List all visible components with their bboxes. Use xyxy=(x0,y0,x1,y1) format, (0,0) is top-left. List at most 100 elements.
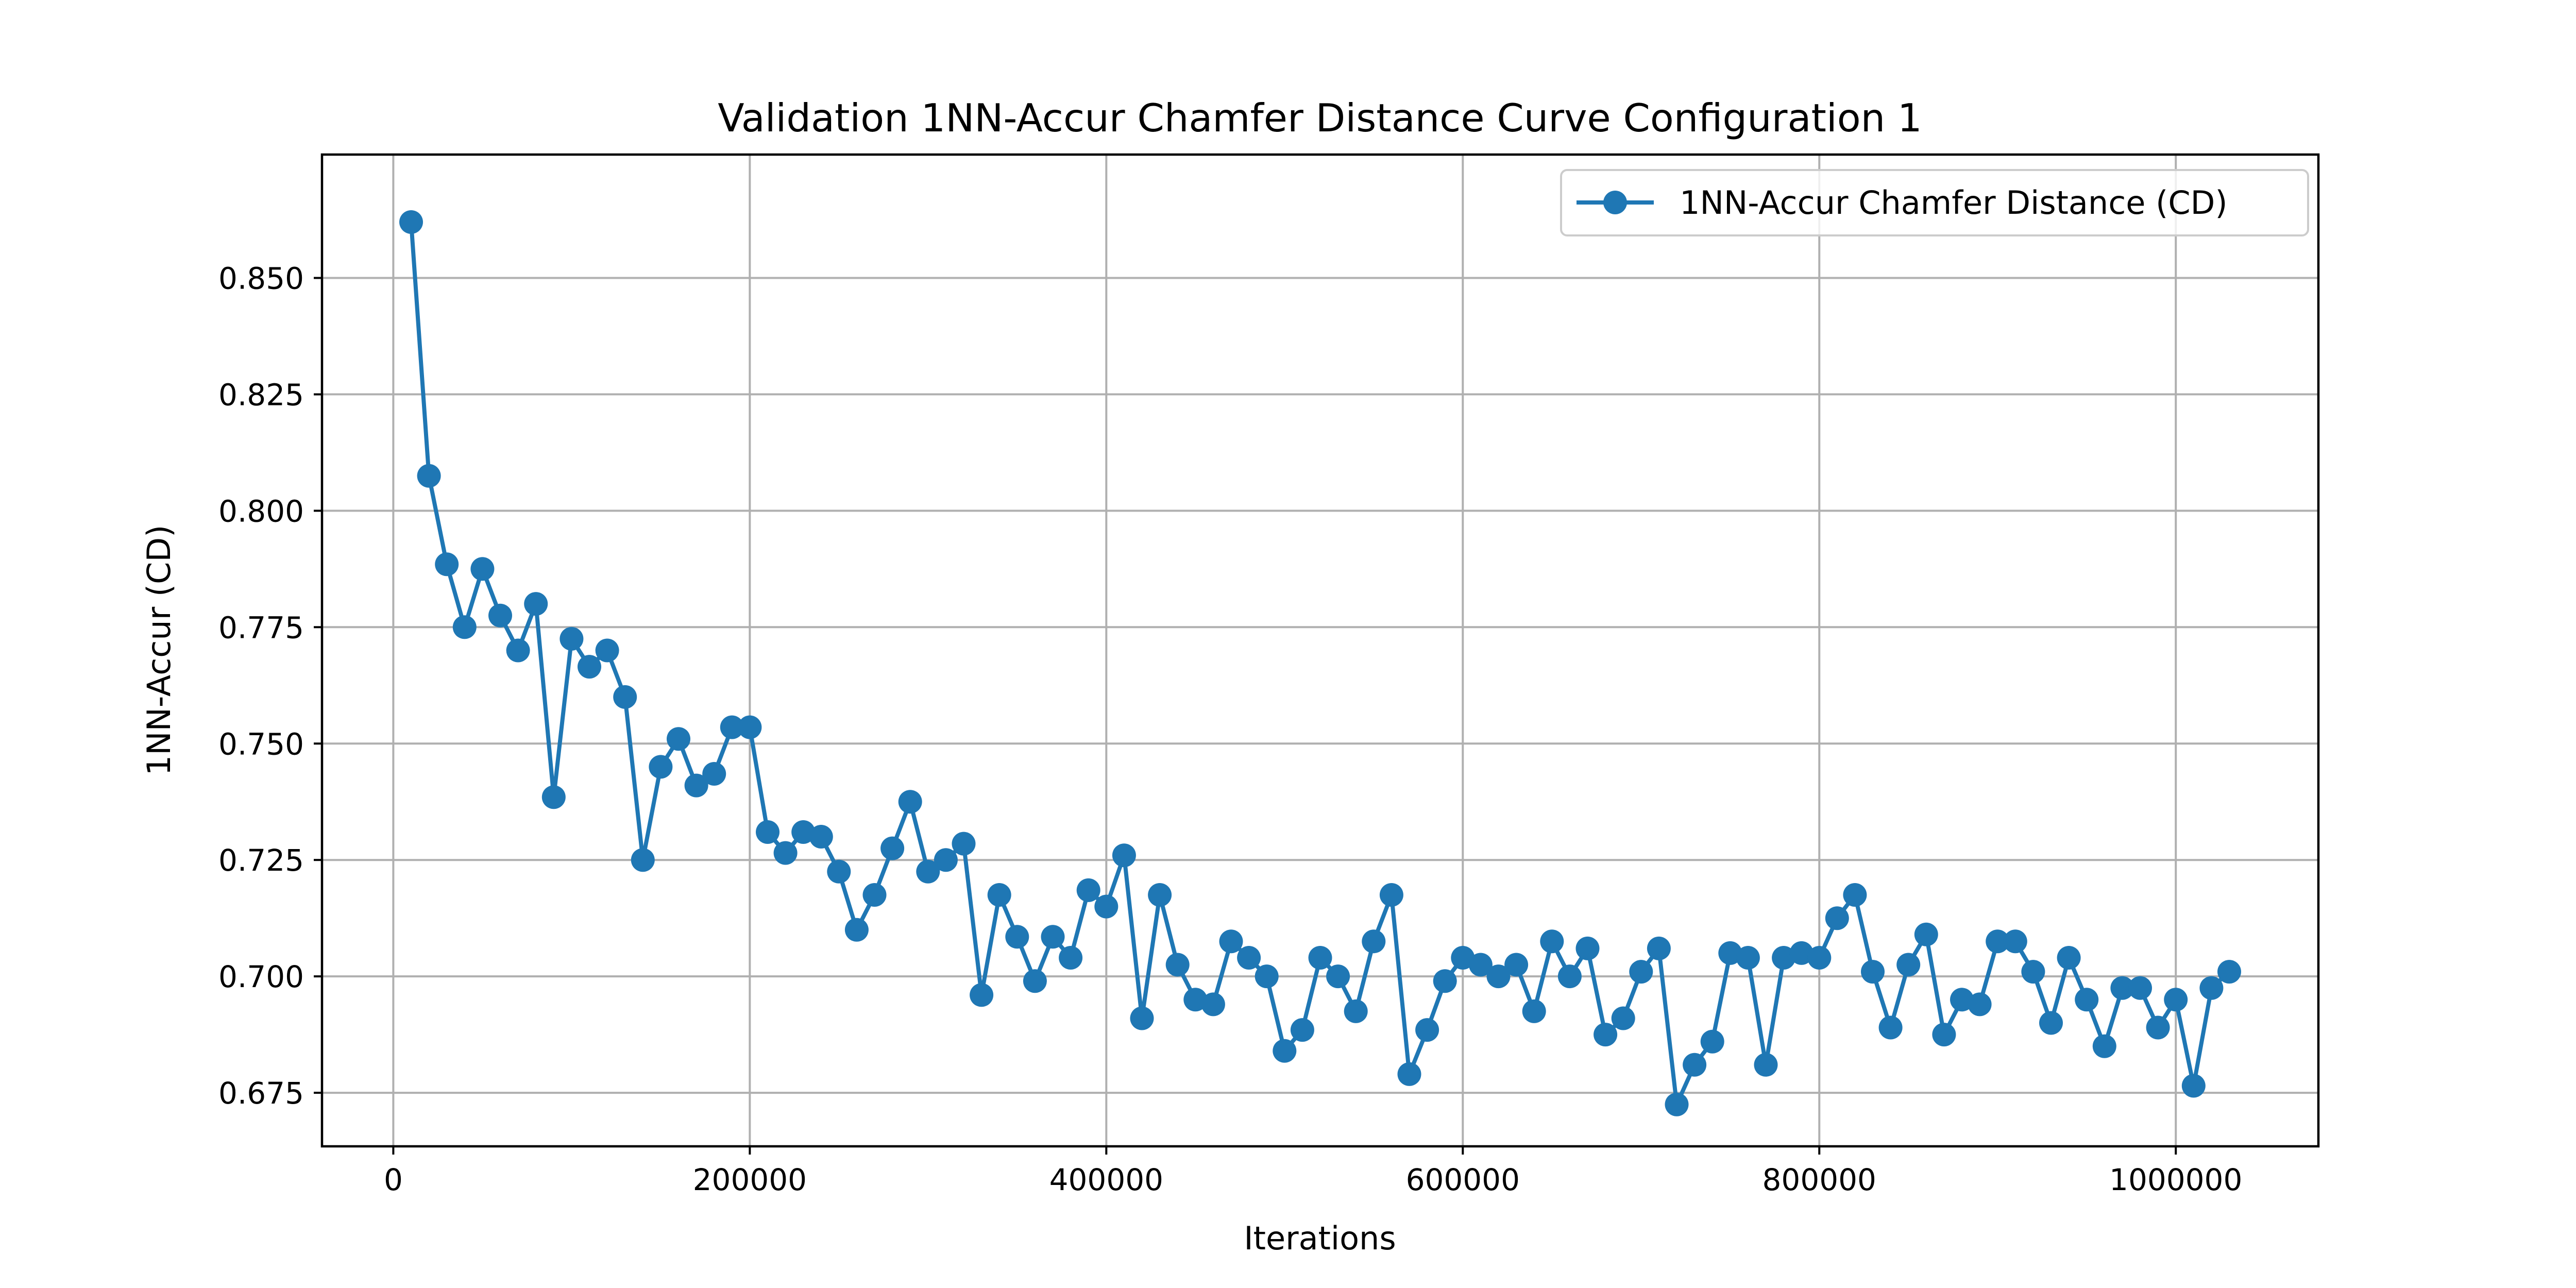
data-point xyxy=(1165,953,1190,977)
data-point xyxy=(934,848,958,872)
data-point xyxy=(1665,1092,1689,1116)
data-point xyxy=(987,883,1011,907)
data-point xyxy=(1932,1023,1956,1047)
data-point xyxy=(470,557,495,581)
x-tick-label: 800000 xyxy=(1762,1162,1876,1197)
data-point xyxy=(1789,941,1814,965)
data-point xyxy=(1094,894,1118,919)
data-point xyxy=(1023,969,1047,993)
data-point xyxy=(1451,946,1475,970)
data-point xyxy=(631,848,655,872)
data-point xyxy=(1843,883,1867,907)
data-point xyxy=(1754,1053,1778,1077)
data-point xyxy=(880,836,905,860)
data-point xyxy=(1772,946,1796,970)
x-tick-label: 0 xyxy=(384,1162,403,1197)
data-point xyxy=(702,762,726,786)
data-point xyxy=(1005,925,1029,949)
data-point xyxy=(2164,988,2188,1012)
data-point xyxy=(809,825,833,849)
data-point xyxy=(1468,953,1493,977)
data-point xyxy=(862,883,887,907)
data-point xyxy=(1986,929,2010,954)
x-tick-label: 600000 xyxy=(1406,1162,1520,1197)
data-point xyxy=(1807,946,1832,970)
data-point xyxy=(1968,992,1992,1016)
data-point xyxy=(1683,1053,1707,1077)
data-point xyxy=(1183,988,1208,1012)
series-line xyxy=(409,222,2231,1107)
data-point xyxy=(578,655,601,679)
data-point xyxy=(1540,929,1564,954)
data-point xyxy=(667,727,690,751)
data-point xyxy=(1308,946,1332,970)
legend-box xyxy=(1560,169,2309,236)
data-point xyxy=(1557,964,1582,989)
data-point xyxy=(1433,969,1457,993)
data-point xyxy=(2057,946,2081,970)
data-point xyxy=(791,820,816,844)
data-point xyxy=(1950,988,1974,1012)
data-point xyxy=(2075,988,2099,1012)
data-point xyxy=(1575,936,1600,960)
data-point xyxy=(1736,946,1760,970)
y-tick-label: 0.675 xyxy=(218,1076,304,1111)
data-point xyxy=(399,210,423,234)
x-axis-label: Iterations xyxy=(1244,1219,1396,1257)
data-point xyxy=(1914,922,1938,946)
data-point xyxy=(1201,992,1225,1016)
y-tick-label: 0.700 xyxy=(218,959,304,994)
data-point xyxy=(1825,906,1849,930)
data-point xyxy=(2092,1034,2116,1058)
data-point xyxy=(524,592,548,616)
series-layer xyxy=(399,210,2241,1116)
x-tick-label: 1000000 xyxy=(2109,1162,2242,1197)
data-point xyxy=(1112,843,1136,868)
data-point xyxy=(827,859,851,884)
data-point xyxy=(952,832,976,856)
data-point xyxy=(738,715,762,739)
data-point xyxy=(1130,1006,1154,1030)
data-point xyxy=(1273,1039,1297,1063)
data-point xyxy=(1344,999,1368,1023)
data-point xyxy=(756,820,779,844)
data-point xyxy=(2199,976,2224,1000)
y-tick-label: 0.725 xyxy=(218,843,304,878)
data-point xyxy=(1504,953,1529,977)
grid xyxy=(322,155,2318,1146)
data-point xyxy=(1076,878,1100,902)
data-point xyxy=(970,983,994,1007)
data-point xyxy=(684,773,708,798)
data-point xyxy=(720,715,744,739)
data-point xyxy=(452,615,477,639)
x-tick-label: 400000 xyxy=(1049,1162,1163,1197)
data-point xyxy=(1148,883,1172,907)
data-point xyxy=(1629,960,1653,984)
data-point xyxy=(898,790,922,814)
data-point xyxy=(2110,976,2134,1000)
data-point xyxy=(2217,960,2241,984)
data-point xyxy=(1594,1023,1618,1047)
chart-title: Validation 1NN-Accur Chamfer Distance Cu… xyxy=(718,95,1922,141)
legend-marker-sample xyxy=(1603,191,1627,214)
data-point xyxy=(541,785,566,809)
data-point xyxy=(2181,1074,2206,1098)
data-point xyxy=(2128,976,2152,1000)
data-point xyxy=(1379,883,1403,907)
data-point xyxy=(1486,964,1511,989)
data-point xyxy=(1611,1006,1635,1030)
data-point xyxy=(1647,936,1671,960)
data-point xyxy=(1700,1029,1724,1054)
data-point xyxy=(649,755,673,779)
y-tick-label: 0.825 xyxy=(218,377,304,412)
data-point xyxy=(1237,946,1261,970)
data-point xyxy=(2146,1015,2170,1040)
data-point xyxy=(1362,929,1386,954)
data-point xyxy=(2039,1011,2063,1035)
legend: 1NN-Accur Chamfer Distance (CD) xyxy=(1560,169,2309,236)
data-point xyxy=(916,859,940,884)
data-point xyxy=(1326,964,1350,989)
y-tick-label: 0.775 xyxy=(218,610,304,645)
data-point xyxy=(2021,960,2045,984)
